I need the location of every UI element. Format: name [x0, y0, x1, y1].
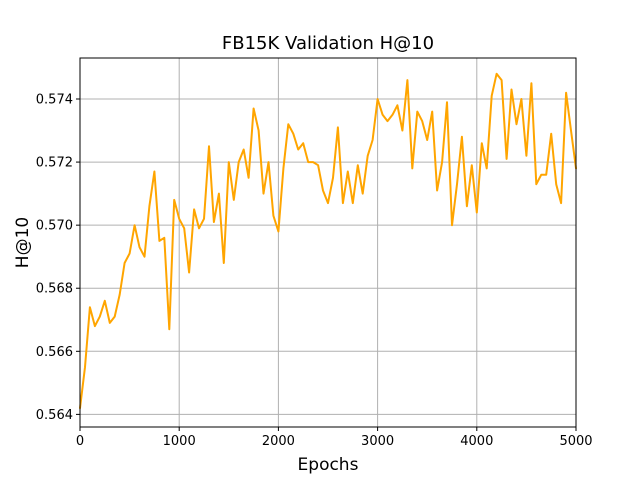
x-tick-label: 3000 [361, 434, 394, 449]
y-axis: 0.564 0.566 0.568 0.570 0.572 0.574 [36, 93, 80, 423]
y-tick-label: 0.566 [36, 345, 73, 360]
grid [79, 58, 577, 427]
x-tick-label: 1000 [163, 434, 196, 449]
x-tick-label: 5000 [559, 434, 592, 449]
y-tick-label: 0.572 [36, 156, 73, 171]
x-axis: 0 1000 2000 3000 4000 5000 [76, 427, 593, 449]
y-tick-label: 0.564 [36, 408, 73, 423]
x-tick-label: 2000 [262, 434, 295, 449]
x-tick-label: 0 [76, 434, 84, 449]
y-tick-label: 0.568 [36, 282, 73, 297]
chart-title: FB15K Validation H@10 [222, 33, 434, 54]
y-tick-label: 0.574 [36, 93, 73, 108]
y-tick-label: 0.570 [36, 219, 73, 234]
plot-frame [79, 57, 577, 428]
series-line-h10 [79, 72, 577, 410]
x-tick-label: 4000 [460, 434, 493, 449]
x-axis-label: Epochs [298, 455, 359, 475]
y-axis-label: H@10 [13, 217, 33, 268]
